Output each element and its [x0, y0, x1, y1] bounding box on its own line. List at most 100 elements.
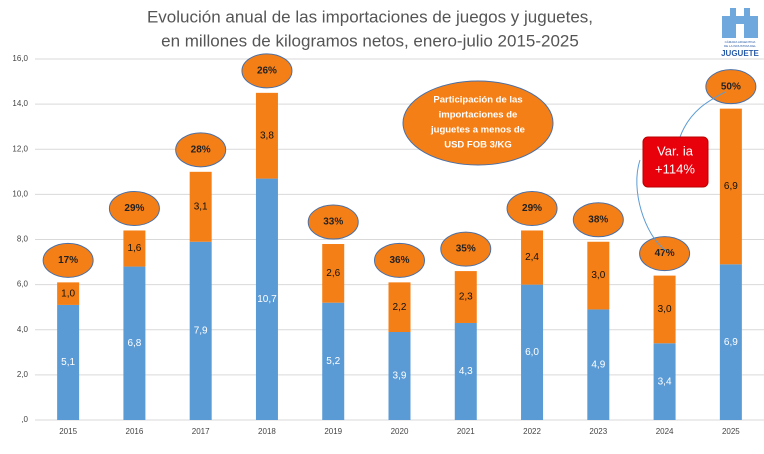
- bar-segment: [123, 230, 146, 267]
- chart-title: en millones de kilogramos netos, enero-j…: [161, 31, 579, 50]
- data-label: 6,9: [724, 181, 738, 192]
- x-tick-label: 2021: [457, 427, 475, 436]
- y-tick-label: 8,0: [17, 235, 29, 244]
- logo-shape: [730, 8, 736, 18]
- data-label: 2,2: [393, 302, 407, 313]
- share-label: 35%: [456, 244, 476, 255]
- logo-shape: [736, 24, 744, 38]
- data-label: 1,6: [127, 243, 141, 254]
- data-label: 6,9: [724, 337, 738, 348]
- share-bubble: [307, 204, 359, 240]
- bar-segment: [322, 302, 345, 420]
- y-tick-label: ,0: [21, 415, 28, 424]
- variation-box: [642, 136, 709, 188]
- y-tick-label: 2,0: [17, 370, 29, 379]
- data-label: 2,4: [525, 252, 539, 263]
- x-tick-label: 2019: [324, 427, 342, 436]
- data-label: 5,2: [326, 356, 340, 367]
- variation-text: +114%: [655, 161, 695, 176]
- data-label: 3,1: [194, 201, 208, 212]
- y-tick-label: 12,0: [12, 144, 28, 153]
- bar-segment: [57, 304, 80, 420]
- caption-text: importaciones de: [439, 110, 518, 121]
- x-tick-label: 2025: [722, 427, 740, 436]
- bar-segment: [521, 230, 544, 285]
- bar-segment: [123, 266, 146, 420]
- share-label: 47%: [655, 248, 675, 259]
- caption-text: USD FOB 3/KG: [444, 140, 512, 151]
- data-label: 2,6: [326, 268, 340, 279]
- data-label: 10,7: [257, 294, 277, 305]
- data-label: 1,0: [61, 288, 75, 299]
- share-label: 50%: [721, 81, 741, 92]
- data-label: 3,8: [260, 130, 274, 141]
- share-bubble: [108, 190, 160, 226]
- share-bubble: [374, 242, 425, 278]
- data-label: 3,9: [393, 371, 407, 382]
- bar-segment: [454, 271, 477, 323]
- x-tick-label: 2015: [59, 427, 77, 436]
- share-label: 29%: [522, 203, 542, 214]
- x-tick-label: 2018: [258, 427, 276, 436]
- connector: [679, 91, 726, 138]
- bar-segment: [189, 171, 212, 242]
- data-label: 3,4: [658, 376, 672, 387]
- bar-segment: [388, 332, 411, 420]
- plot: ,0 2,0 4,0 6,0 8,0 10,0 12,0 14,0 16,0 2015 5,1 1,0…: [12, 53, 764, 436]
- bar-segment: [57, 282, 80, 305]
- chart-title: Evolución anual de las importaciones de …: [147, 7, 593, 26]
- variation-text: Var. ia: [657, 143, 694, 158]
- bar-segment: [653, 275, 676, 344]
- logo-text: JUGUETE: [721, 49, 759, 58]
- logo-shape: [744, 8, 750, 18]
- y-tick-label: 10,0: [12, 189, 28, 198]
- x-tick-label: 2016: [126, 427, 144, 436]
- data-label: 3,0: [591, 270, 605, 281]
- caption-bubble: [402, 80, 554, 166]
- data-label: 5,1: [61, 357, 75, 368]
- bar-segment: [587, 241, 610, 310]
- share-bubble: [639, 236, 691, 272]
- share-label: 28%: [191, 144, 211, 155]
- share-label: 17%: [58, 255, 78, 266]
- share-bubble: [42, 242, 94, 278]
- bar-segment: [653, 343, 676, 420]
- share-bubble: [572, 202, 624, 238]
- logo: CÁMARA ARGENTINA DE LA INDUSTRIA DEL JUG…: [721, 8, 760, 58]
- bar-segment: [587, 309, 610, 420]
- bar-segment: [454, 322, 477, 420]
- share-label: 29%: [124, 203, 144, 214]
- caption-text: juguetes a menos de: [430, 125, 525, 136]
- data-label: 4,9: [591, 359, 605, 370]
- y-tick-label: 14,0: [12, 99, 28, 108]
- bar-segment: [719, 108, 742, 265]
- x-tick-label: 2022: [523, 427, 541, 436]
- y-tick-label: 4,0: [17, 325, 29, 334]
- bar-segment: [189, 241, 212, 420]
- bar-segment: [255, 178, 278, 420]
- share-label: 26%: [257, 65, 277, 76]
- x-tick-label: 2020: [391, 427, 409, 436]
- bar-segment: [521, 284, 544, 420]
- y-tick-label: 16,0: [12, 54, 28, 63]
- x-tick-label: 2024: [656, 427, 674, 436]
- data-label: 6,8: [127, 338, 141, 349]
- share-bubble: [506, 190, 558, 226]
- caption-text: Participación de las: [433, 95, 522, 106]
- data-label: 2,3: [459, 292, 473, 303]
- share-bubble: [241, 53, 293, 89]
- bar-segment: [719, 264, 742, 420]
- bar-segment: [255, 92, 278, 179]
- data-label: 4,3: [459, 366, 473, 377]
- share-label: 33%: [323, 217, 343, 228]
- logo-text: CÁMARA ARGENTINA: [725, 40, 756, 44]
- share-bubble: [440, 231, 492, 267]
- connector: [636, 159, 666, 251]
- data-label: 3,0: [658, 304, 672, 315]
- bar-segment: [388, 282, 411, 333]
- x-tick-label: 2023: [589, 427, 607, 436]
- x-tick-label: 2017: [192, 427, 210, 436]
- bar-segment: [322, 244, 345, 303]
- logo-text: DE LA INDUSTRIA DEL: [724, 44, 756, 48]
